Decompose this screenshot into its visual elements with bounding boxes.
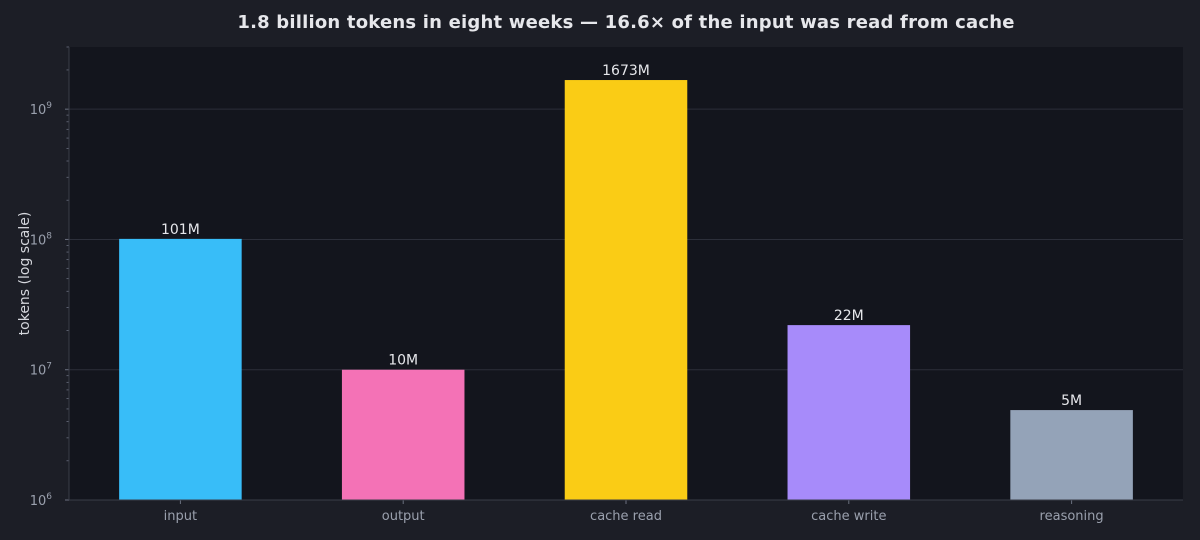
y-tick-label: 109: [30, 101, 53, 118]
data-labels: 101M 10M 1673M 22M 5M: [161, 63, 1082, 409]
x-tick-label: cache read: [590, 509, 662, 524]
data-label: 101M: [161, 222, 200, 238]
bars: [119, 80, 1133, 500]
y-tick-label: 106: [30, 492, 53, 509]
bar-cache-read: [564, 80, 688, 500]
data-label: 5M: [1061, 393, 1082, 409]
bar-reasoning: [1010, 410, 1133, 500]
chart-title: 1.8 billion tokens in eight weeks — 16.6…: [237, 12, 1015, 33]
y-tick-exponent: 7: [46, 362, 52, 372]
bar-input: [119, 238, 242, 500]
y-axis-ticks: 106 107 108 109: [30, 101, 69, 509]
x-tick-label: cache write: [811, 509, 886, 524]
y-tick-exponent: 9: [46, 101, 52, 111]
data-label: 22M: [834, 308, 864, 324]
x-tick-label: output: [382, 509, 425, 524]
y-tick-exponent: 8: [46, 231, 52, 241]
data-label: 10M: [388, 353, 418, 369]
x-tick-label: input: [164, 509, 197, 524]
x-axis-ticks: input output cache read cache write reasonin…: [164, 500, 1104, 524]
x-tick-label: reasoning: [1040, 509, 1104, 524]
y-tick-exponent: 6: [46, 492, 52, 502]
bar-cache-write: [787, 325, 911, 500]
y-axis-label: tokens (log scale): [17, 212, 33, 336]
bar-output: [341, 369, 465, 500]
data-label: 1673M: [602, 63, 650, 79]
y-tick-label: 108: [30, 231, 53, 248]
y-tick-label: 107: [30, 362, 52, 379]
